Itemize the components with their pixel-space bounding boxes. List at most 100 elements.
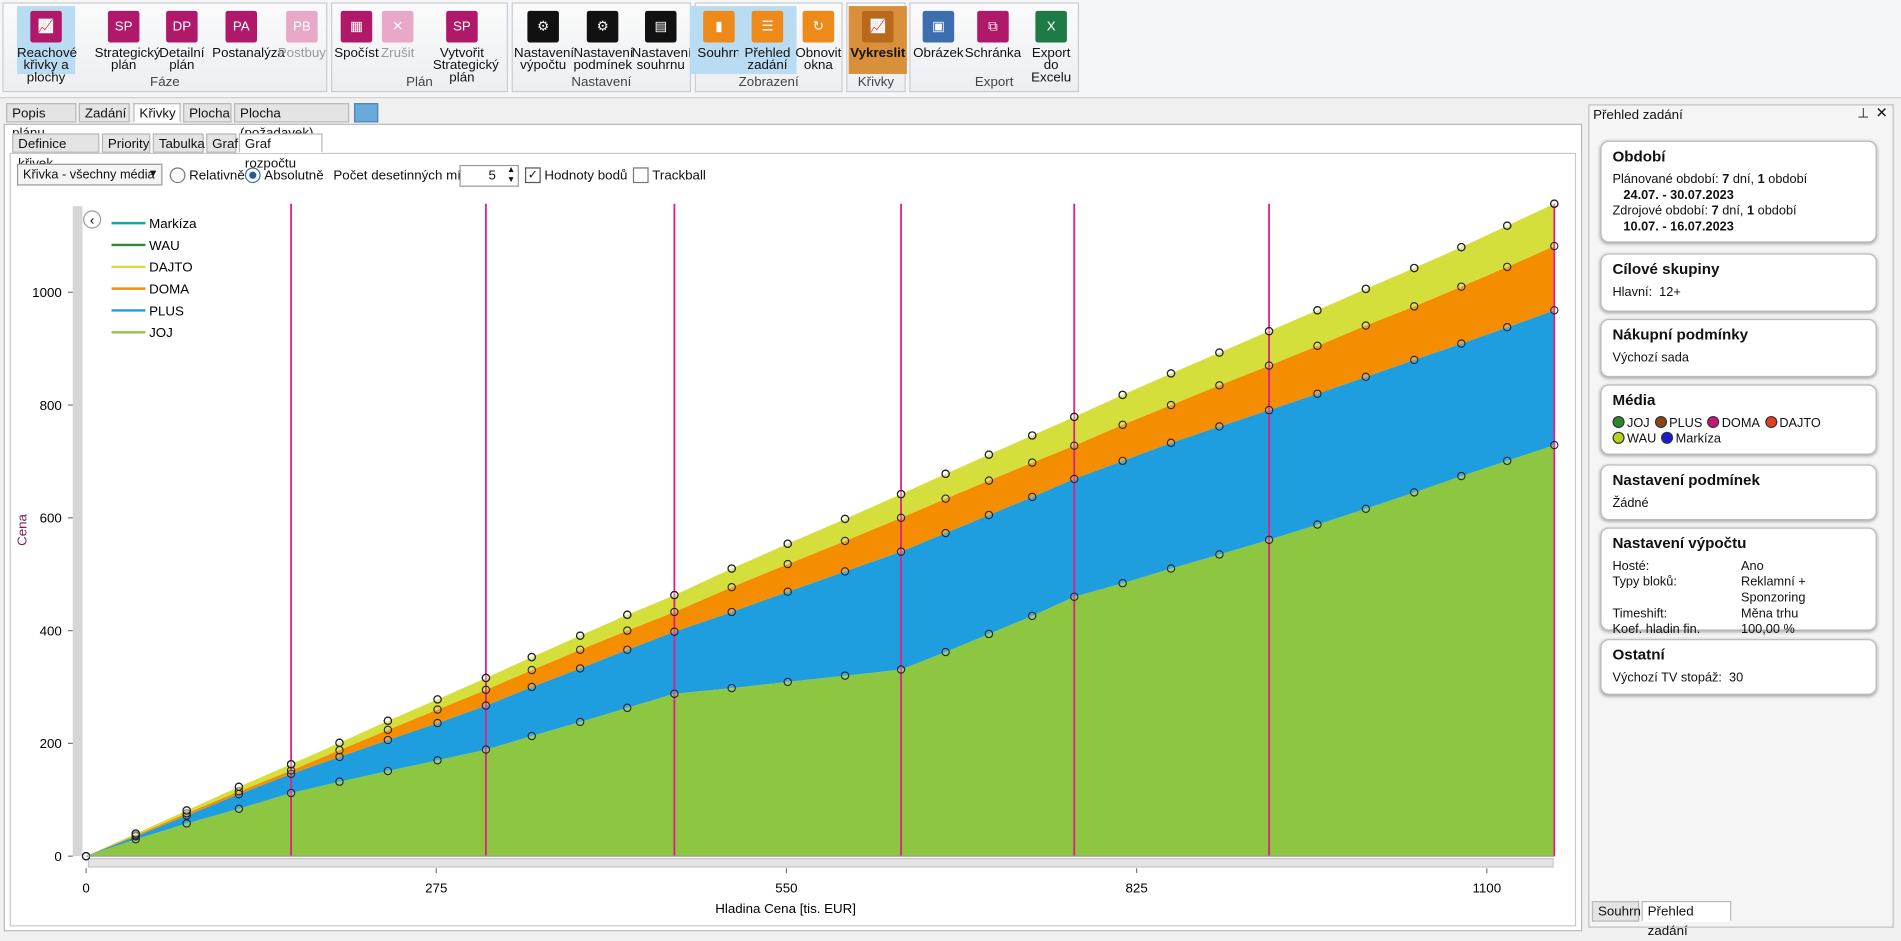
point-marker	[1118, 456, 1127, 466]
ribbon-button[interactable]: SP Vytvořit Strategický plán	[433, 6, 499, 84]
button-label: Strategický	[94, 46, 161, 61]
x-scrollbar	[87, 857, 1554, 868]
media-item: DOMA	[1707, 415, 1760, 432]
button-icon: ⚙	[527, 10, 559, 43]
point-marker	[1502, 323, 1512, 332]
ribbon-button[interactable]: ⚙ Nastavení výpočtu	[514, 6, 575, 74]
button-icon: ▮	[703, 10, 735, 43]
button-icon: ▤	[644, 10, 677, 43]
point-marker	[335, 745, 344, 755]
point-marker	[1410, 302, 1419, 311]
tab[interactable]: Zadání	[78, 103, 130, 123]
point-marker	[840, 536, 850, 546]
legend-label: PLUS	[149, 303, 184, 318]
ribbon-button[interactable]: ▤ Nastavení souhrnu	[632, 6, 692, 74]
subtab[interactable]: Graf rozpočtu	[238, 133, 323, 171]
button-label: Strategický plán	[432, 58, 499, 85]
radio-relative[interactable]	[169, 167, 186, 184]
point-marker	[623, 610, 632, 620]
subtab[interactable]: Tabulka	[152, 133, 205, 153]
tab[interactable]: Křivky	[133, 103, 181, 123]
point-marker	[1550, 199, 1559, 208]
point-marker	[234, 782, 244, 791]
panel-tab[interactable]: Přehled zadání	[1641, 901, 1732, 939]
legend-label: WAU	[149, 238, 180, 253]
card-title: Nastavení výpočtu	[1612, 534, 1747, 552]
button-label: podmínek	[573, 58, 633, 73]
button-label: Přehled	[744, 46, 791, 61]
subtab[interactable]: Graf	[206, 133, 238, 153]
card: Média JOJ PLUS DOMA DAJTO WAU Markíza	[1600, 384, 1877, 455]
ribbon-button[interactable]: X Export do Excelu	[1022, 6, 1080, 84]
ribbon-button[interactable]: ▣ Obrázek	[909, 6, 967, 74]
x-tick-label: 825	[1126, 881, 1148, 896]
tab[interactable]: Plocha	[183, 103, 232, 123]
point-marker	[1264, 535, 1274, 545]
ribbon-button[interactable]: SP Strategický plán	[94, 6, 161, 74]
ribbon-button[interactable]: ↻ Obnovit okna	[789, 6, 847, 74]
checkbox-point-values[interactable]: ✓	[524, 167, 541, 184]
lock-tab[interactable]	[354, 103, 379, 123]
media-item: DAJTO	[1764, 415, 1821, 432]
point-marker	[783, 677, 792, 687]
ribbon-group: Křivky 📈 Vykreslit	[846, 2, 907, 93]
point-marker	[527, 665, 536, 675]
button-icon: ⚙	[586, 10, 619, 43]
radio-label: Absolutně	[264, 168, 324, 184]
button-icon: SP	[107, 10, 140, 43]
point-marker	[383, 766, 393, 776]
point-marker	[727, 564, 736, 573]
ribbon-button[interactable]: ⚙ Nastavení podmínek	[573, 6, 634, 74]
y-tick-label: 1000	[32, 285, 62, 300]
area	[86, 246, 1555, 857]
group-label: Zobrazení	[738, 75, 799, 90]
checkbox-label: Trackball	[652, 168, 706, 184]
ribbon-button[interactable]: ⧉ Schránka	[964, 6, 1022, 74]
subtab[interactable]: Priority	[101, 133, 151, 153]
ribbon-button[interactable]: PB Postbuy	[273, 6, 331, 74]
point-marker	[1550, 440, 1559, 450]
point-marker	[433, 695, 442, 704]
legend-label: DOMA	[149, 281, 189, 296]
radio-label: Relativně	[189, 168, 245, 184]
panel-tab[interactable]: Souhrn	[1591, 901, 1641, 922]
curve-dropdown[interactable]: Křivka - všechny média ▾	[16, 163, 163, 186]
radio-absolute[interactable]	[244, 167, 261, 184]
period-part: 7	[1722, 172, 1730, 187]
point-marker	[481, 685, 491, 694]
point-marker	[840, 514, 850, 524]
button-label: Nastavení	[514, 46, 575, 61]
ribbon-button[interactable]: ✕ Zrušit	[369, 6, 427, 74]
card: Nákupní podmínky Výchozí sada	[1600, 318, 1877, 378]
spinner[interactable]: ▲ ▼	[506, 166, 516, 185]
period-part: 1	[1746, 203, 1755, 219]
point-marker	[433, 705, 442, 714]
collapse-button[interactable]	[83, 210, 102, 229]
ribbon-button[interactable]: PA Postanalýza	[212, 6, 285, 74]
checkbox-label: Hodnoty bodů	[544, 168, 628, 184]
point-marker	[1118, 390, 1127, 400]
point-marker	[1028, 611, 1037, 621]
ribbon-button[interactable]: ▦ Spočíst	[327, 6, 385, 74]
ribbon-button[interactable]: ☰ Přehled zadání	[738, 6, 797, 74]
ribbon-button[interactable]: DP Detailní plán	[153, 6, 211, 74]
ribbon-button[interactable]: 📈 Vykreslit	[848, 6, 907, 74]
close-button[interactable]: ✕	[1875, 104, 1888, 122]
checkbox-trackball[interactable]	[632, 167, 649, 184]
media-dot	[1612, 415, 1625, 429]
subtab[interactable]: Definice křivek	[12, 133, 100, 171]
y-tick-label: 400	[40, 623, 62, 638]
point-marker	[335, 738, 344, 748]
group-label: Fáze	[150, 75, 180, 90]
ribbon-group: Fáze 📈 Reachové křivky a plochy SP Strategick…	[2, 2, 328, 93]
pin-button[interactable]: ⊥	[1857, 106, 1870, 122]
group-label: Nastavení	[571, 75, 632, 90]
point-marker	[182, 809, 191, 818]
button-label: souhrnu	[636, 58, 685, 73]
decimals-input[interactable]: 5 ▲ ▼	[459, 164, 519, 187]
media-name: PLUS	[1669, 415, 1703, 431]
point-marker	[575, 645, 585, 654]
button-icon: DP	[166, 10, 198, 43]
period-part: období	[1768, 172, 1808, 187]
ribbon-button[interactable]: 📈 Reachové křivky a plochy	[16, 6, 77, 84]
